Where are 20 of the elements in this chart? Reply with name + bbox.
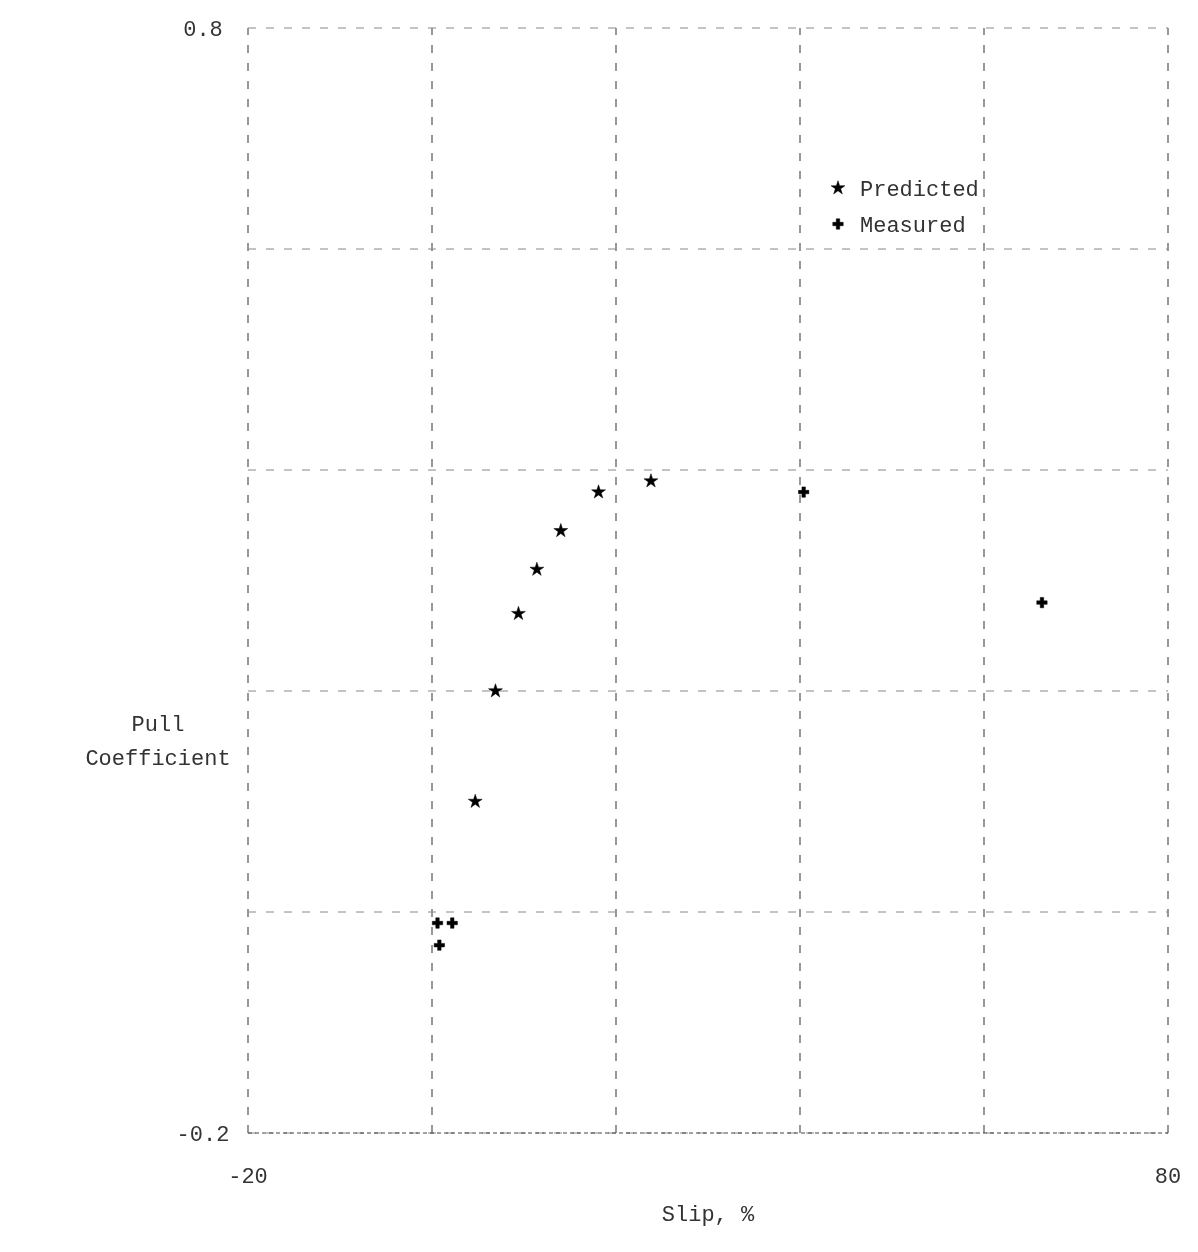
legend-label: Measured <box>860 213 966 239</box>
point <box>591 484 606 499</box>
y-tick-label: 0.8 <box>183 17 223 43</box>
point <box>433 939 445 951</box>
legend-label: Predicted <box>860 177 979 203</box>
point <box>798 486 810 498</box>
point <box>446 917 458 929</box>
point <box>432 917 443 929</box>
point <box>529 561 545 576</box>
x-tick-label: -20 <box>228 1165 268 1190</box>
point <box>643 473 659 488</box>
x-tick-label: 80 <box>1154 1165 1182 1190</box>
point <box>1036 597 1048 609</box>
y-tick-label: -0.2 <box>176 1122 230 1148</box>
y-axis-title: Pull Coefficient <box>85 712 231 772</box>
point <box>488 683 503 698</box>
point <box>468 793 483 808</box>
point <box>553 523 568 537</box>
x-axis-title: Slip, % <box>661 1203 755 1228</box>
point <box>511 606 526 620</box>
